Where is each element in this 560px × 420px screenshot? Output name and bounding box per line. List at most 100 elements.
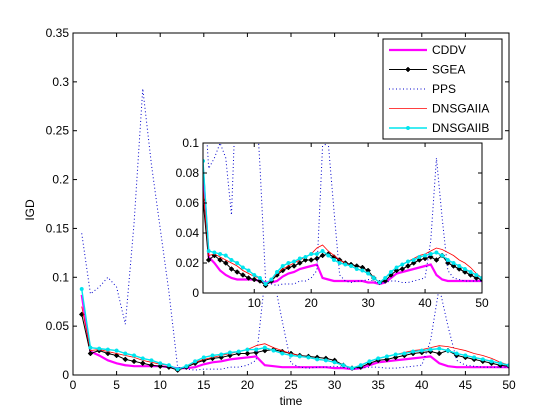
main-x-tick-label: 0 [70,378,77,392]
inset-series-dnsgaiib-point [263,281,268,287]
main-series-dnsgaiib-point [437,346,442,351]
legend-item: DNSGAIIB [389,121,489,135]
main-series-sgea-point [122,356,129,363]
inset-series-sgea-point [399,266,406,272]
main-series-dnsgaiib-point [219,352,224,357]
main-series-dnsgaiib-point [297,354,302,359]
inset-series-dnsgaiib-point [212,250,217,255]
inset-series-dnsgaiib-point [451,260,456,266]
main-series-dnsgaiib-point [193,359,198,364]
main-x-tick-label: 5 [113,378,120,392]
inset-series-dnsgaiib-point [343,262,348,267]
main-x-tick-label: 50 [502,378,516,392]
main-series-dnsgaiib-point [88,345,93,350]
inset-series-dnsgaiib-point [252,272,257,278]
main-series-dnsgaiib-point [463,353,468,358]
inset-y-tick-label: 0 [192,286,199,300]
inset-series-dnsgaiib-point [337,260,342,266]
main-series-dnsgaiib-point [114,348,119,353]
inset-series-sgea-point [462,269,468,275]
legend-label: DNSGAIIA [432,102,489,116]
inset-series-dnsgaiib-point [457,263,462,269]
main-y-tick-label: 0 [62,368,69,382]
main-y-tick-label: 0.3 [52,75,69,89]
inset-series-dnsgaiib-point [388,269,393,275]
main-series-dnsgaiib-point [498,361,503,366]
inset-series-dnsgaiib-point [440,253,445,258]
legend-label: SGEA [432,63,465,77]
inset-series-sgea-point [427,254,434,260]
main-series-dnsgaiib-point [288,353,294,358]
main-series-group [78,88,509,373]
inset-y-tick-label: 0.02 [176,256,200,270]
inset-series-dnsgaiib-point [274,269,280,275]
inset-series-sgea-point [279,267,286,274]
main-series-dnsgaiib-point [358,363,363,368]
legend-item: CDDV [389,43,466,57]
legend-label: PPS [432,82,456,96]
main-y-tick-label: 0.25 [46,124,70,138]
inset-series-sgea-point [433,257,440,263]
main-x-tick-label: 35 [372,378,386,392]
inset-frame [202,142,483,294]
inset-series-dnsgaiib-point [292,259,297,264]
main-y-tick-label: 0.1 [52,270,69,284]
legend-sgea-point [405,66,411,73]
legend: CDDV SGEA PPS DNSGAIIA DNSGAIIB [382,38,503,140]
inset-series-sgea-point [222,260,229,266]
inset-series-dnsgaiib-point [377,280,382,285]
inset-series-group [203,143,482,289]
main-series-sgea-point [148,362,155,369]
main-series-dnsgaiib-point [97,346,102,351]
main-series-dnsgaiib-point [489,359,494,364]
main-series-dnsgaiib-point [419,348,424,353]
inset-series-dnsgaiib-point [309,251,314,257]
main-series-dnsgaiib-point [341,363,346,368]
main-series-dnsgaiib-point [393,352,398,357]
main-series-sgea-point [157,363,164,370]
main-series-dnsgaiib-point [166,363,171,368]
inset-plot: 10 20 30 40 50 0 0.02 0.04 0.06 0.08 0.1 [176,136,489,310]
inset-series-sgea-point [319,252,326,259]
inset-series-sgea-point [245,275,252,281]
main-series-sgea-point [113,352,120,359]
inset-series-dnsgaiib-point [240,265,245,270]
main-series-dnsgaiib-point [227,350,233,355]
inset-x-tick-label: 20 [305,296,319,310]
inset-series-dnsgaiib-point [366,271,371,276]
inset-series-dnsgaiib-point [326,253,331,258]
inset-series-pps-line [206,143,482,287]
inset-series-sgea-point [291,263,297,269]
main-series-dnsgaiib-point [332,360,337,365]
main-series-sgea-point [218,354,225,361]
main-series-dnsgaiib-point [323,358,328,363]
inset-series-dnsgaiib-point [218,251,223,257]
main-series-dnsgaiib-point [428,347,433,352]
y-axis-label: IGD [23,199,37,221]
main-series-sgea-point [105,350,111,357]
inset-y-tick-label: 0.1 [182,136,199,150]
inset-y-tick-label: 0.04 [176,226,200,240]
main-series-dnsgaiib-point [384,354,389,359]
inset-x-tick-label: 40 [418,296,432,310]
main-series-sgea-point [244,350,251,357]
legend-box [382,38,503,140]
inset-series-sgea-point [308,257,315,263]
inset-series-dnsgaiib-point [206,248,211,254]
main-series-dnsgaiib-point [175,367,180,372]
main-series-dnsgaiib-point [306,355,311,360]
inset-series-sgea-point [405,263,411,269]
main-series-sgea-point [392,354,399,361]
inset-series-dnsgaiib-point [474,272,479,278]
main-series-dnsgaiib-point [480,357,485,362]
inset-series-dnsgaiib-point [354,266,359,272]
inset-series-dnsgaiib-point [246,268,251,273]
main-x-tick-label: 25 [284,378,298,392]
main-series-dnsgaiib-point [131,353,137,358]
main-x-tick-label: 20 [241,378,255,392]
legend-item: DNSGAIIA [389,102,489,116]
main-series-sgea-point [436,350,443,357]
main-series-dnsgaiib-point [79,286,84,292]
inset-series-sgea-point [217,257,223,263]
